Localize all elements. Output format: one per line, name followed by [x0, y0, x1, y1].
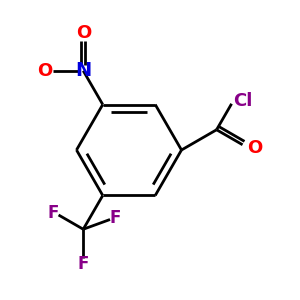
Text: F: F — [47, 205, 59, 223]
Text: O: O — [38, 62, 53, 80]
Text: O: O — [247, 139, 262, 157]
Text: Cl: Cl — [233, 92, 252, 110]
Text: N: N — [75, 61, 92, 80]
Text: F: F — [110, 209, 121, 227]
Text: O: O — [76, 24, 91, 42]
Text: F: F — [78, 255, 89, 273]
